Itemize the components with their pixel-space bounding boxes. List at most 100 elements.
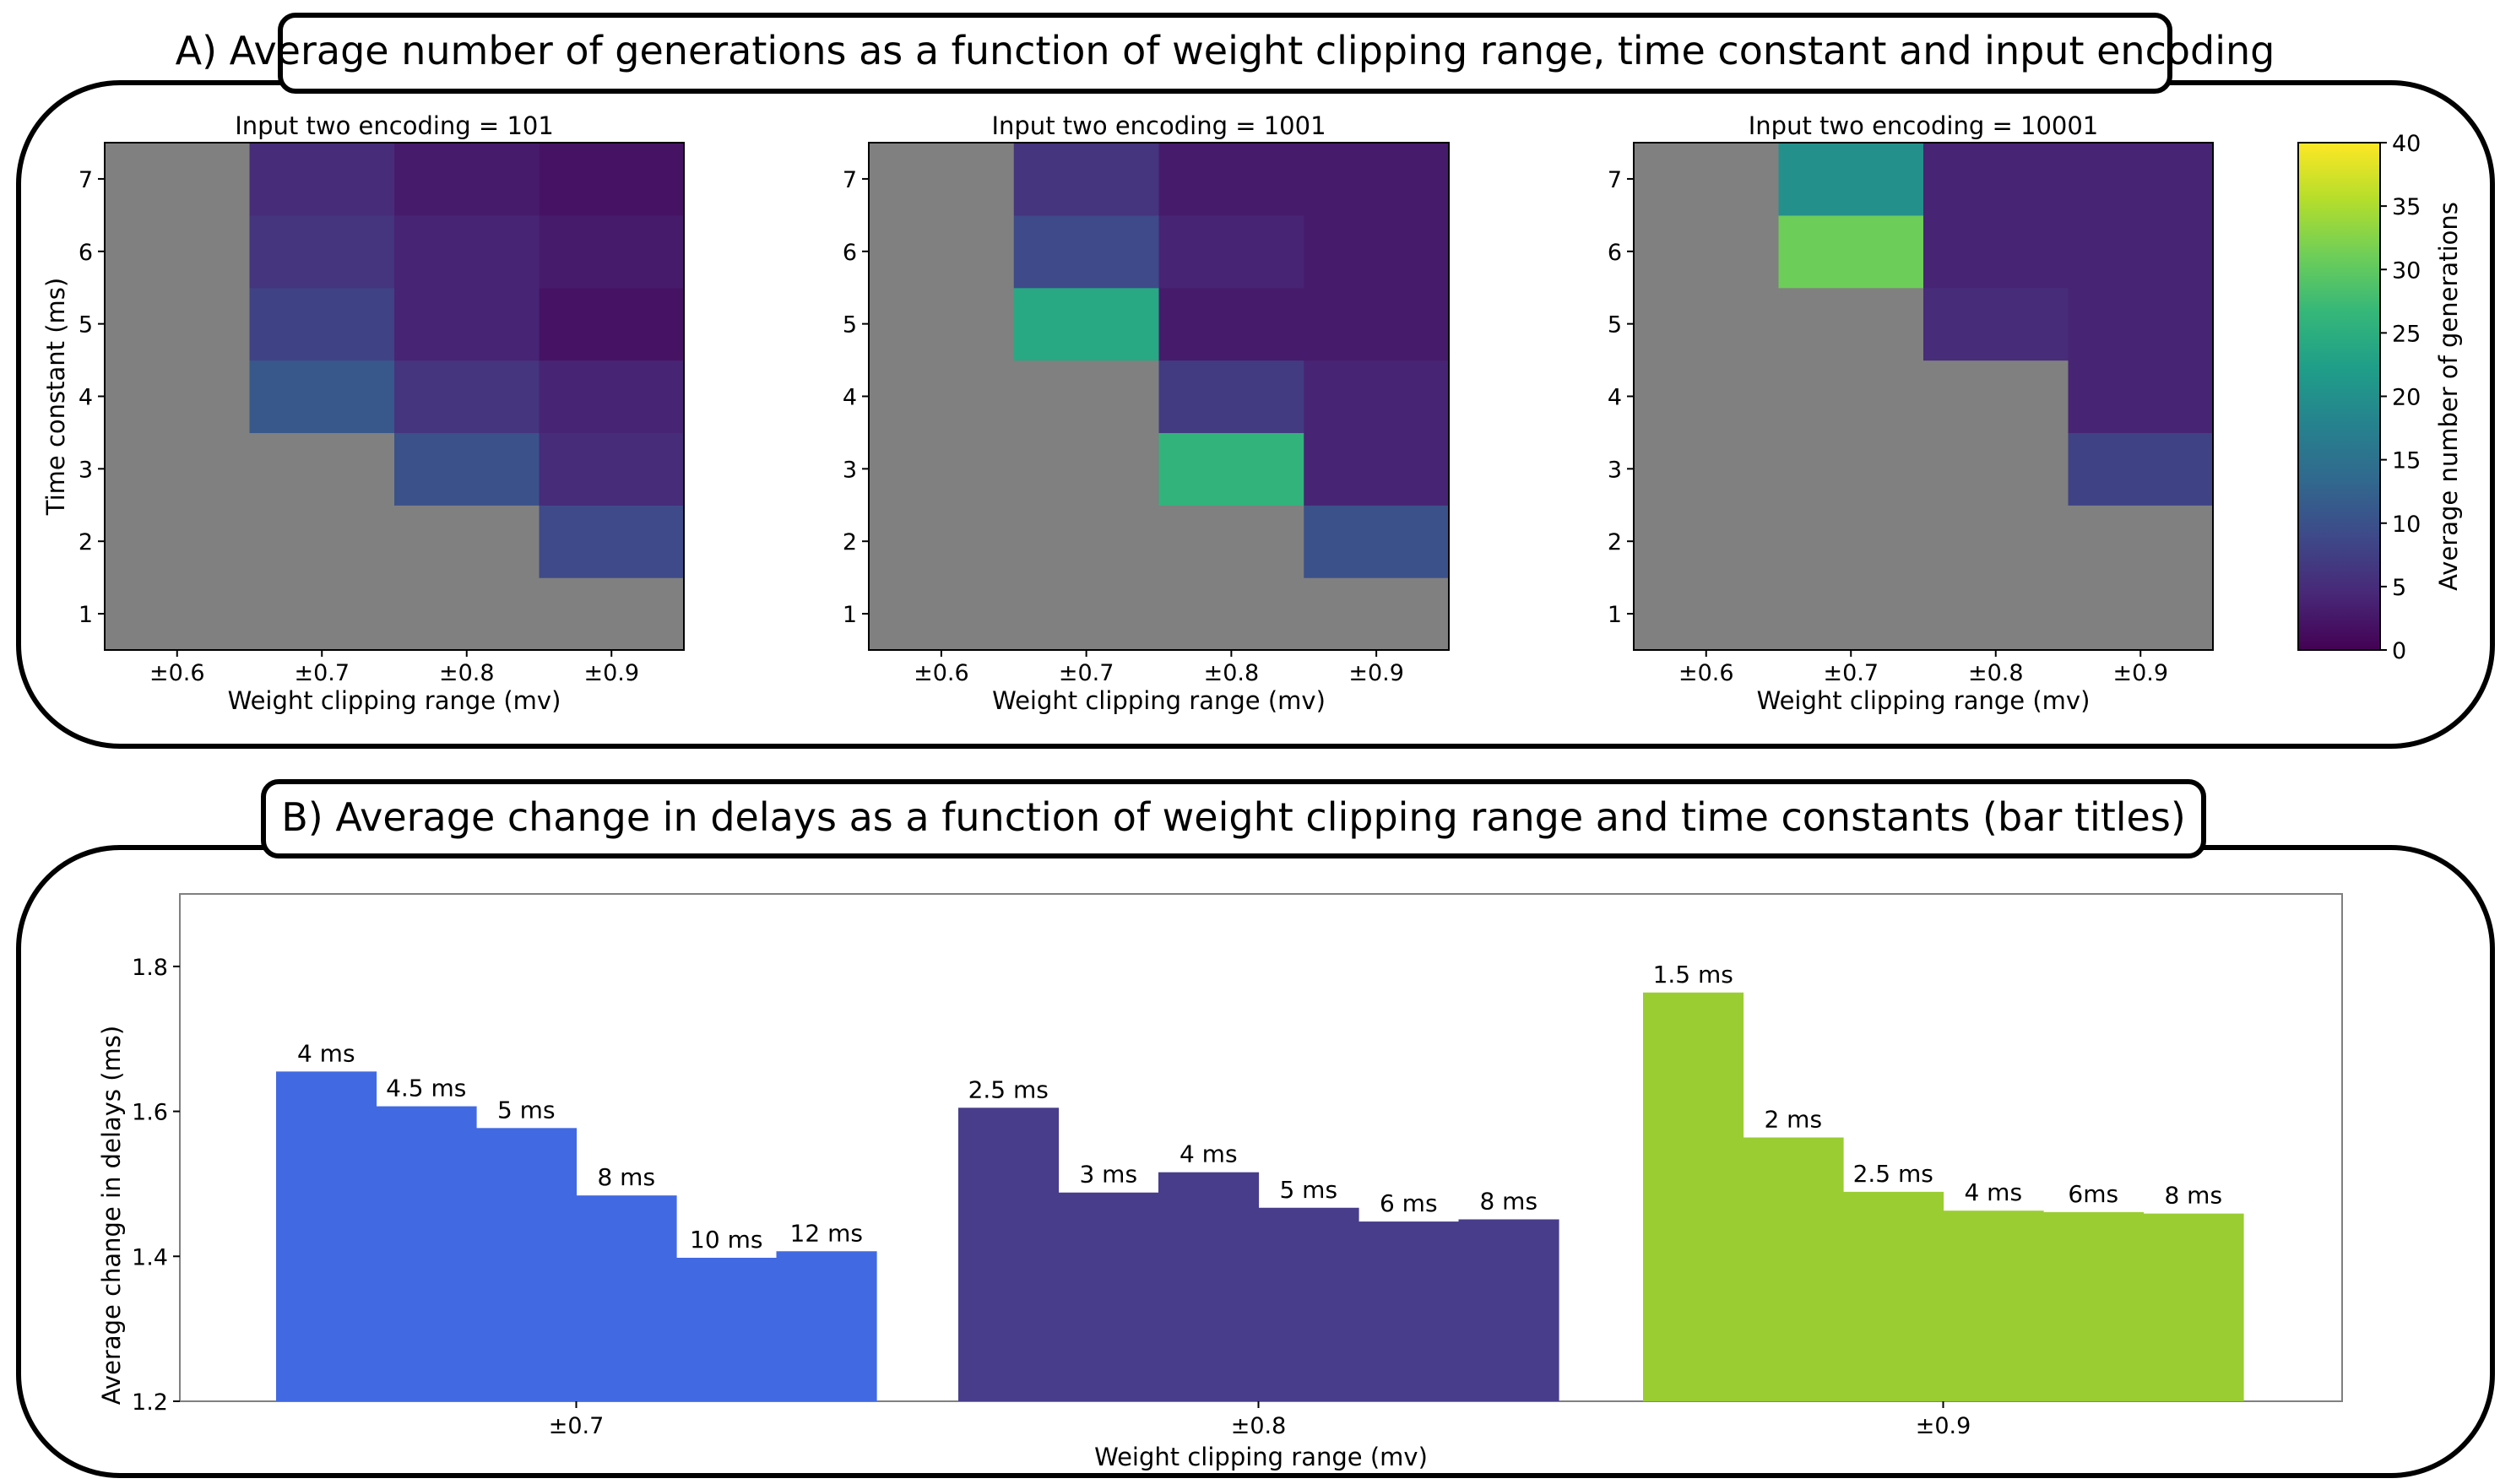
- bar: [1943, 1210, 2044, 1401]
- heatmap-cell: [1923, 577, 2069, 651]
- heatmap-cell: [869, 577, 1015, 651]
- heatmap-cell: [1158, 577, 1304, 651]
- x-axis-label: Weight clipping range (mv): [228, 686, 561, 715]
- bar: [1058, 1192, 1159, 1401]
- bar: [2043, 1211, 2145, 1401]
- y-tick-label: 1: [843, 602, 857, 628]
- heatmap-cell: [1013, 360, 1160, 434]
- heatmap-cell: [1013, 214, 1160, 289]
- heatmap-cell: [1634, 577, 1780, 651]
- heatmap-title: Input two encoding = 1001: [991, 111, 1326, 140]
- heatmap-cell: [1304, 505, 1450, 578]
- bar: [1743, 1137, 1844, 1401]
- heatmap-cell: [539, 360, 685, 434]
- heatmap-cell: [2068, 143, 2214, 216]
- y-tick-label: 2: [843, 529, 857, 555]
- heatmap-encoding-1001: ±0.6 ±0.7 ±0.8 ±0.9 1 2 3 4 5 6 7 Input two encodin…: [843, 111, 1450, 715]
- heatmap-cell: [105, 577, 251, 651]
- bar: [576, 1195, 677, 1401]
- heatmap-cell: [539, 432, 685, 506]
- bar: [1843, 1191, 1944, 1401]
- x-tick-label: ±0.7: [294, 660, 350, 686]
- heatmap-cell: [249, 360, 395, 434]
- heatmap-cell: [1778, 577, 1924, 651]
- heatmap-cell: [2068, 505, 2214, 578]
- bar-label: 8 ms: [1479, 1187, 1537, 1215]
- y-tick-label: 6: [1608, 240, 1622, 266]
- heatmap-cell: [2068, 432, 2214, 506]
- heatmap-cell: [1304, 432, 1450, 506]
- y-axis-label: Time constant (ms): [41, 278, 70, 516]
- heatmap-cell: [1778, 143, 1924, 216]
- heatmap-cell: [539, 214, 685, 289]
- x-tick-label: ±0.9: [2112, 660, 2168, 686]
- heatmap-cell: [105, 287, 251, 361]
- heatmap-cell: [1013, 505, 1160, 578]
- y-tick-label: 1.4: [132, 1244, 168, 1270]
- heatmap-cell: [105, 432, 251, 506]
- heatmap-cell: [105, 214, 251, 289]
- heatmap-cell: [2068, 360, 2214, 434]
- y-tick-label: 4: [843, 385, 857, 411]
- panel-b-title: B) Average change in delays as a functio…: [281, 794, 2186, 840]
- heatmap-cell: [1304, 214, 1450, 289]
- x-tick-label: ±0.9: [1348, 660, 1404, 686]
- heatmap-cell: [1778, 505, 1924, 578]
- bar-label: 2.5 ms: [968, 1075, 1049, 1103]
- heatmap-cell: [869, 287, 1015, 361]
- heatmap-cell: [1158, 143, 1304, 216]
- heatmap-title: Input two encoding = 10001: [1749, 111, 2099, 140]
- bar-chart-delays: 4 ms 4.5 ms 5 ms 8 ms 10 ms 12 ms ±0.7 2.5 ms 3 …: [97, 893, 2343, 1471]
- heatmap-cell: [394, 577, 540, 651]
- bar: [1258, 1207, 1359, 1401]
- heatmap-cell: [1634, 360, 1780, 434]
- x-axis-label: Weight clipping range (mv): [1094, 1443, 1428, 1471]
- heatmap-cell: [1778, 214, 1924, 289]
- y-tick-label: 3: [79, 457, 93, 483]
- bar-label: 6 ms: [1380, 1189, 1438, 1217]
- heatmap-cell: [1158, 214, 1304, 289]
- bar: [476, 1128, 578, 1401]
- bar: [1358, 1221, 1460, 1401]
- y-tick-label: 1.6: [132, 1100, 168, 1126]
- colorbar-label: Average number of generations: [2434, 202, 2463, 591]
- bar-label: 4 ms: [1180, 1140, 1238, 1168]
- bar: [1643, 992, 1744, 1401]
- heatmap-cell: [394, 360, 540, 434]
- bar: [376, 1106, 477, 1401]
- colorbar-tick-label: 35: [2392, 194, 2421, 220]
- heatmap-cell: [394, 287, 540, 361]
- bar-label: 12 ms: [790, 1219, 863, 1247]
- bar: [776, 1251, 877, 1401]
- bar-label: 8 ms: [597, 1163, 655, 1191]
- heatmap-title: Input two encoding = 101: [235, 111, 554, 140]
- heatmap-cell: [1158, 505, 1304, 578]
- x-tick-label: ±0.7: [549, 1413, 605, 1439]
- heatmap-cell: [1923, 143, 2069, 216]
- colorbar-tick-label: 10: [2392, 512, 2421, 538]
- x-tick-label: ±0.9: [1916, 1413, 1971, 1439]
- colorbar-tick-label: 0: [2392, 638, 2406, 664]
- y-tick-label: 7: [79, 167, 93, 193]
- heatmap-cell: [1923, 287, 2069, 361]
- heatmap-cell: [539, 143, 685, 216]
- bar-label: 4 ms: [297, 1039, 355, 1067]
- heatmap-cell: [539, 505, 685, 578]
- heatmap-cell: [1923, 214, 2069, 289]
- heatmap-cell: [1304, 143, 1450, 216]
- heatmap-cell: [394, 432, 540, 506]
- heatmap-cell: [105, 505, 251, 578]
- heatmap-cell: [1778, 287, 1924, 361]
- bar-label: 5 ms: [497, 1096, 556, 1124]
- heatmap-cell: [1304, 577, 1450, 651]
- bar-label: 2 ms: [1764, 1105, 1822, 1133]
- heatmap-cell: [1923, 360, 2069, 434]
- heatmap-cell: [1013, 432, 1160, 506]
- heatmap-cell: [1778, 360, 1924, 434]
- y-tick-label: 5: [79, 312, 93, 339]
- y-tick-label: 7: [843, 167, 857, 193]
- heatmap-cell: [1158, 432, 1304, 506]
- bar-label: 6ms: [2068, 1180, 2118, 1208]
- panel-a-title-box: [278, 13, 2172, 94]
- x-tick-label: ±0.7: [1823, 660, 1879, 686]
